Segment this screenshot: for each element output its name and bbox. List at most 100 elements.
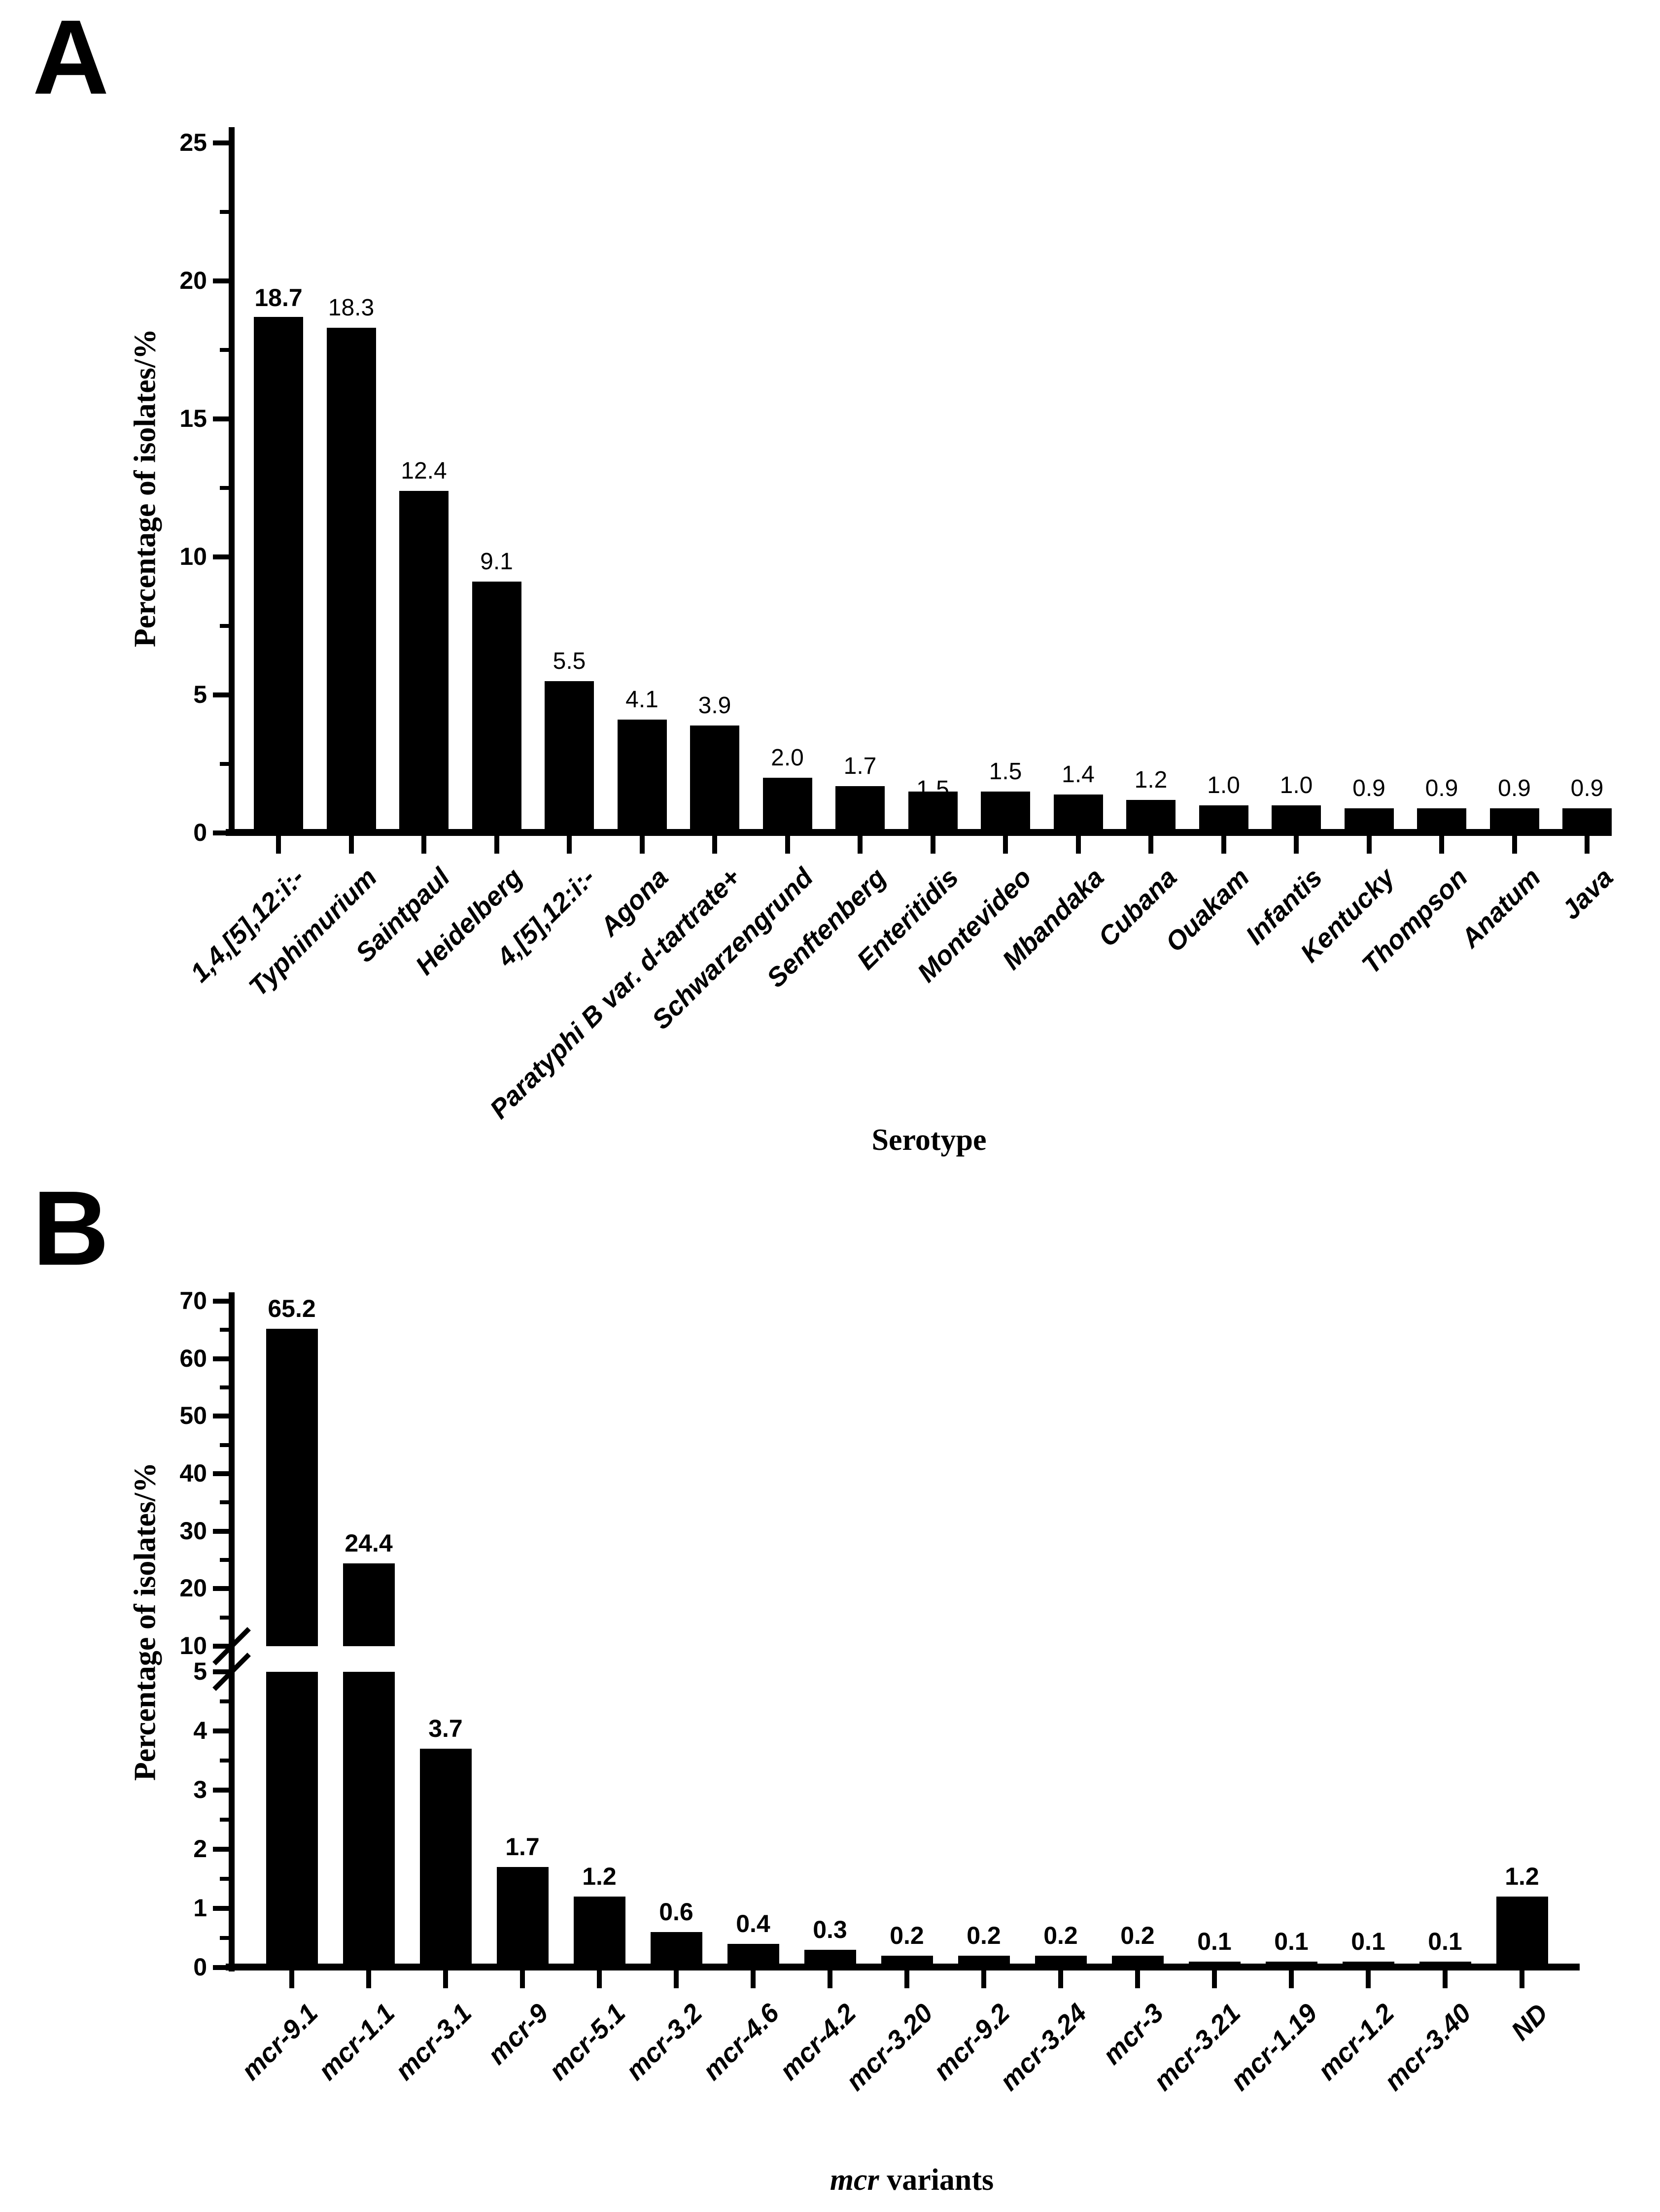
y-tick-label: 15 [179,405,207,432]
y-major-tick [213,416,229,421]
y-tick-label: 70 [179,1287,207,1314]
bar-value-label: 18.3 [328,295,375,321]
bar [804,1950,856,1968]
bar-value-label: 12.4 [401,458,447,484]
y-tick-label: 50 [179,1402,207,1430]
bar [1265,1962,1317,1968]
y-major-tick [213,830,229,835]
x-tick [1366,836,1372,854]
bar-value-label: 0.1 [1351,1928,1385,1955]
bar [835,786,885,833]
y-major-tick [213,1471,229,1476]
x-tick [981,1970,986,1988]
y-minor-tick [220,1877,229,1881]
bar [881,1956,933,1968]
bar-value-label: 1.0 [1207,772,1240,798]
x-category-label: mcr-9.1 [236,1998,324,2086]
bar-value-label: 2.0 [771,745,804,771]
panel-b-x-axis-title-italic-part: mcr [830,2163,879,2197]
bar [617,720,667,833]
bar-value-label: 1.7 [505,1833,540,1861]
y-major-tick [213,1906,229,1911]
bar [762,778,812,833]
y-axis-line [229,1292,235,1971]
y-minor-tick [220,762,229,766]
y-tick-label: 0 [193,1953,207,1981]
x-tick [930,836,935,854]
bar-value-label: 0.6 [659,1898,693,1926]
y-minor-tick [220,348,229,352]
bar [472,582,521,833]
y-tick-label: 5 [193,1658,207,1685]
bar [1342,1962,1394,1968]
panel-a-label: A [33,0,109,116]
bar-value-label: 0.2 [890,1922,924,1949]
x-tick [1512,836,1517,854]
x-tick [421,836,426,854]
bar-value-label: 1.2 [1505,1863,1539,1890]
y-major-tick [213,1669,229,1674]
x-tick [443,1970,448,1988]
x-tick [674,1970,679,1988]
x-category-label: mcr-3.1 [389,1998,478,2086]
x-tick [639,836,645,854]
x-tick [828,1970,832,1988]
y-minor-tick [220,1558,229,1562]
x-tick [712,836,717,854]
y-major-tick [213,1299,229,1304]
y-tick-label: 40 [179,1459,207,1487]
y-minor-tick [220,1936,229,1940]
y-major-tick [213,1414,229,1419]
x-category-label: mcr-9 [482,1998,554,2071]
bar-value-label: 1.7 [843,753,877,779]
bar-value-label: 0.2 [1043,1922,1078,1949]
bar-value-label: 1.2 [1134,767,1168,793]
x-category-label: mcr-3.2 [620,1998,708,2086]
x-tick [1003,836,1008,854]
y-major-tick [213,554,229,559]
y-major-tick [213,1965,229,1970]
bar-value-label: 1.0 [1280,772,1313,798]
x-category-label: mcr-4.6 [697,1998,785,2086]
bar-upper-segment [266,1329,318,1646]
bar [1188,1962,1241,1968]
bar-value-label: 65.2 [268,1295,316,1322]
bar [981,792,1030,833]
bar [1562,808,1612,833]
bar-value-label: 0.1 [1197,1928,1232,1955]
bar [326,328,376,833]
bar [399,491,449,833]
y-minor-tick [220,1699,229,1703]
y-tick-label: 60 [179,1344,207,1372]
x-tick [751,1970,756,1988]
bar-value-label: 3.9 [698,692,731,719]
y-minor-tick [220,624,229,628]
y-major-tick [213,1528,229,1534]
y-minor-tick [220,486,229,490]
bar [1035,1956,1087,1968]
x-tick [348,836,354,854]
bar [1126,800,1176,833]
bar [496,1867,549,1968]
bar-value-label: 0.9 [1352,775,1385,801]
bar [1489,808,1539,833]
y-tick-label: 0 [193,819,207,846]
y-major-tick [213,1788,229,1793]
x-tick [1585,836,1590,854]
x-tick [1212,1970,1217,1988]
bar [419,1749,472,1968]
bar-value-label: 0.1 [1274,1928,1309,1955]
y-tick-label: 10 [179,543,207,570]
bar-value-label: 3.7 [428,1715,463,1742]
x-tick [597,1970,602,1988]
x-tick [1289,1970,1294,1988]
bar [1344,808,1394,833]
y-major-tick [213,278,229,283]
y-tick-label: 10 [179,1632,207,1659]
y-tick-label: 20 [179,267,207,294]
x-tick [1443,1970,1448,1988]
y-minor-tick [220,1328,229,1332]
y-minor-tick [220,1385,229,1389]
bar-value-label: 1.2 [582,1863,617,1890]
